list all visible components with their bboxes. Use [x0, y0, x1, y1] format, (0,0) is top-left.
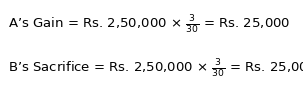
- Text: B’s Sacrifice = Rs. 2,50,000 × $\mathregular{\frac{3}{30}}$ = Rs. 25,000: B’s Sacrifice = Rs. 2,50,000 × $\mathreg…: [8, 58, 303, 80]
- Text: A’s Gain = Rs. 2,50,000 × $\mathregular{\frac{3}{30}}$ = Rs. 25,000: A’s Gain = Rs. 2,50,000 × $\mathregular{…: [8, 14, 290, 36]
